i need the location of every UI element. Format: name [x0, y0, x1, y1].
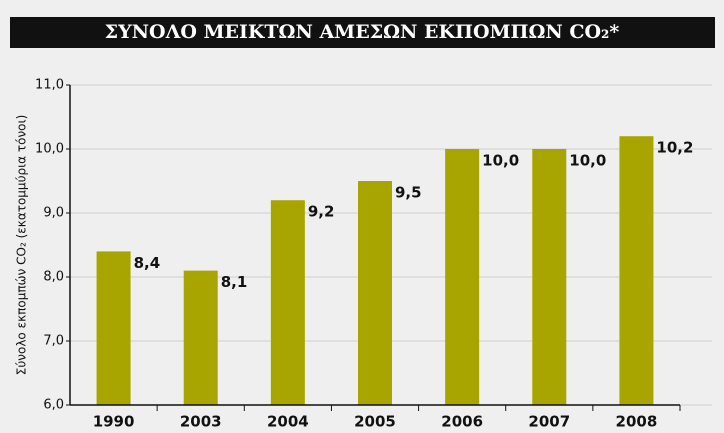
y-tick-label: 6,0 — [43, 398, 64, 413]
y-axis-label: Σύνολο εκπομπών CO₂ (εκατομμύρια τόνοι) — [15, 115, 29, 376]
chart-title: ΣΥΝΟΛΟ ΜΕΙΚΤΩΝ ΑΜΕΣΩΝ ΕΚΠΟΜΠΩΝ CO₂* — [105, 21, 620, 43]
x-tick-label: 2008 — [616, 413, 658, 431]
bar — [270, 200, 305, 405]
value-label: 10,0 — [482, 152, 519, 170]
y-tick-label: 11,0 — [35, 78, 64, 93]
bar — [619, 136, 654, 405]
y-tick-label: 8,0 — [43, 270, 64, 285]
bar — [358, 181, 392, 405]
value-label: 10,2 — [656, 139, 693, 157]
bar — [445, 149, 480, 405]
x-tick-label: 1990 — [93, 413, 135, 431]
x-tick-label: 2003 — [180, 413, 222, 431]
value-label: 10,0 — [569, 152, 606, 170]
value-label: 8,4 — [134, 254, 161, 272]
value-label: 9,2 — [308, 203, 335, 221]
bar — [183, 270, 218, 405]
value-label: 8,1 — [221, 273, 248, 291]
x-tick-label: 2007 — [528, 413, 570, 431]
x-tick-label: 2006 — [441, 413, 483, 431]
x-tick-label: 2005 — [354, 413, 396, 431]
bar — [96, 251, 131, 405]
y-tick-label: 7,0 — [43, 334, 64, 349]
title-band — [10, 17, 715, 48]
bar — [532, 149, 567, 405]
x-tick-label: 2004 — [267, 413, 309, 431]
y-tick-label: 10,0 — [35, 142, 64, 157]
value-label: 9,5 — [395, 184, 422, 202]
y-tick-label: 9,0 — [43, 206, 64, 221]
